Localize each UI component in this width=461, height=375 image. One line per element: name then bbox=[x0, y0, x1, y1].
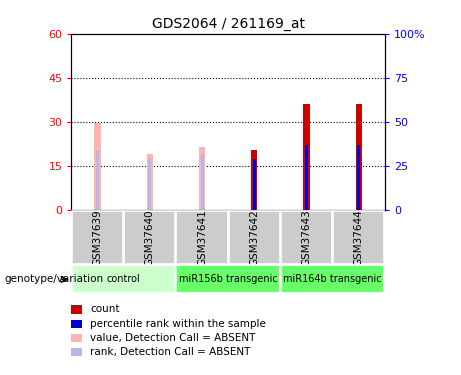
FancyBboxPatch shape bbox=[124, 210, 176, 264]
Text: GSM37643: GSM37643 bbox=[301, 209, 312, 266]
Text: rank, Detection Call = ABSENT: rank, Detection Call = ABSENT bbox=[90, 347, 250, 357]
Bar bbox=[356, 104, 362, 210]
FancyBboxPatch shape bbox=[281, 210, 332, 264]
FancyBboxPatch shape bbox=[333, 210, 384, 264]
Bar bbox=[201, 154, 204, 210]
Bar bbox=[147, 154, 153, 210]
FancyBboxPatch shape bbox=[229, 210, 280, 264]
Text: GSM37642: GSM37642 bbox=[249, 209, 260, 266]
Bar bbox=[253, 159, 256, 210]
Bar bbox=[357, 146, 361, 210]
Bar bbox=[96, 150, 99, 210]
Bar bbox=[305, 146, 308, 210]
Text: miR156b transgenic: miR156b transgenic bbox=[179, 274, 278, 284]
Bar bbox=[95, 123, 100, 210]
Text: GSM37641: GSM37641 bbox=[197, 209, 207, 266]
Text: genotype/variation: genotype/variation bbox=[5, 274, 104, 284]
Title: GDS2064 / 261169_at: GDS2064 / 261169_at bbox=[152, 17, 305, 32]
FancyBboxPatch shape bbox=[177, 265, 280, 294]
Text: miR164b transgenic: miR164b transgenic bbox=[284, 274, 382, 284]
FancyBboxPatch shape bbox=[177, 210, 228, 264]
FancyBboxPatch shape bbox=[72, 210, 123, 264]
Bar bbox=[251, 150, 257, 210]
Bar bbox=[303, 104, 310, 210]
Text: value, Detection Call = ABSENT: value, Detection Call = ABSENT bbox=[90, 333, 255, 343]
Text: GSM37644: GSM37644 bbox=[354, 209, 364, 266]
Text: GSM37640: GSM37640 bbox=[145, 209, 155, 266]
Text: percentile rank within the sample: percentile rank within the sample bbox=[90, 319, 266, 328]
Bar bbox=[199, 147, 205, 210]
Text: control: control bbox=[107, 274, 141, 284]
Text: GSM37639: GSM37639 bbox=[93, 209, 103, 266]
Text: count: count bbox=[90, 304, 119, 314]
FancyBboxPatch shape bbox=[72, 265, 176, 294]
FancyBboxPatch shape bbox=[281, 265, 384, 294]
Bar bbox=[148, 159, 151, 210]
